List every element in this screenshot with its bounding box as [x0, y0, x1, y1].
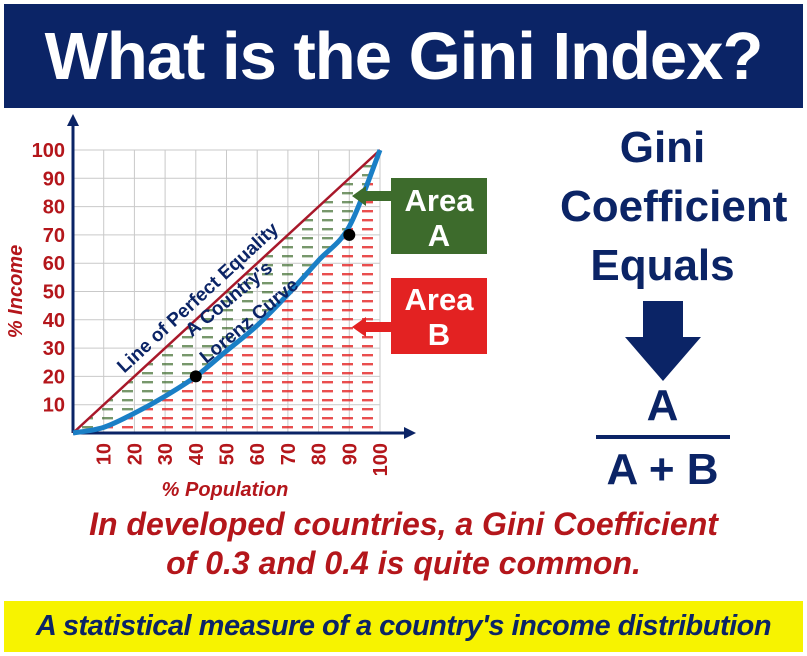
area-a-label: Area: [405, 183, 475, 218]
x-tick-label: 90: [339, 443, 361, 465]
formula-line-gini: Gini: [619, 123, 706, 172]
y-tick-label: 30: [43, 338, 65, 360]
formula-line-equals: Equals: [590, 241, 735, 290]
formula-denominator: A + B: [606, 445, 719, 494]
x-tick-label: 40: [186, 443, 208, 465]
gini-formula: Gini Coefficient Equals A A + B: [560, 118, 788, 495]
note-text: In developed countries, a Gini Coefficie…: [4, 505, 803, 583]
area-a-arrow-icon: [352, 186, 391, 206]
x-tick-label: 80: [309, 443, 331, 465]
note-line-1: In developed countries, a Gini Coefficie…: [89, 506, 718, 542]
data-point: [189, 370, 202, 383]
note-line-2: of 0.3 and 0.4 is quite common.: [166, 545, 641, 581]
fraction-bar: [595, 435, 730, 439]
y-tick-label: 50: [43, 282, 65, 304]
caption-strip: A statistical measure of a country's inc…: [4, 601, 803, 652]
down-arrow-icon: [624, 301, 701, 381]
y-tick-label: 100: [32, 140, 65, 162]
y-tick-label: 10: [43, 395, 65, 417]
x-axis-title: % Population: [162, 479, 289, 501]
y-tick-label: 40: [43, 310, 65, 332]
area-b-label: Area: [405, 282, 475, 317]
caption-text: A statistical measure of a country's inc…: [35, 610, 772, 642]
lorenz-chart: 10 20 30 40 50 60 70 80 90 100 10 20 30 40 50 60 70 80 90 1…: [5, 114, 487, 501]
y-tick-label: 90: [43, 168, 65, 190]
title-banner: What is the Gini Index?: [4, 4, 803, 108]
data-point: [343, 228, 356, 241]
area-b-letter: B: [428, 317, 450, 352]
y-tick-label: 80: [43, 197, 65, 219]
y-axis-title: % Income: [5, 245, 27, 338]
x-tick-label: 10: [94, 443, 116, 465]
area-a-box: [391, 178, 487, 254]
lorenz-curve: [72, 149, 383, 436]
formula-line-coefficient: Coefficient: [560, 182, 788, 231]
y-tick-label: 20: [43, 366, 65, 388]
area-b-arrow-icon: [352, 317, 391, 337]
x-tick-label: 60: [247, 443, 269, 465]
area-a-letter: A: [428, 218, 450, 253]
x-tick-label: 100: [370, 443, 392, 476]
x-tick-label: 30: [155, 443, 177, 465]
formula-numerator: A: [646, 381, 679, 430]
x-tick-label: 70: [278, 443, 300, 465]
x-tick-label: 50: [217, 443, 239, 465]
area-b-box: [391, 278, 487, 354]
y-tick-label: 60: [43, 253, 65, 275]
x-tick-label: 20: [124, 443, 146, 465]
y-tick-label: 70: [43, 225, 65, 247]
y-axis-arrowhead: [67, 114, 79, 126]
x-axis-arrowhead: [404, 427, 416, 439]
line-of-perfect-equality: [72, 149, 381, 434]
page-title: What is the Gini Index?: [44, 18, 764, 94]
